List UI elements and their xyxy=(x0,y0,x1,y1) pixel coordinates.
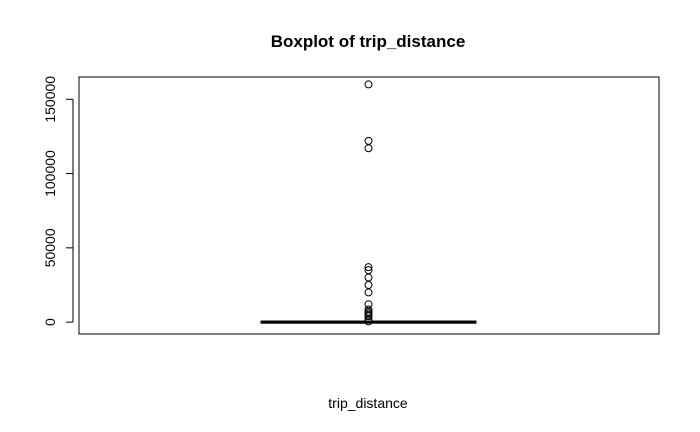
plot-frame xyxy=(78,76,660,335)
outlier-point xyxy=(364,280,373,289)
outlier-point xyxy=(364,263,373,272)
outlier-point xyxy=(364,317,373,326)
outlier-point xyxy=(364,273,373,282)
y-tick-label: 50000 xyxy=(42,228,58,267)
outlier-point xyxy=(364,315,373,324)
outlier-point xyxy=(364,144,373,153)
outlier-point xyxy=(364,312,373,321)
outlier-point xyxy=(364,80,373,89)
y-axis: 0 50000 100000 150000 xyxy=(42,76,74,326)
chart-title: Boxplot of trip_distance xyxy=(271,32,466,51)
y-tick-label: 0 xyxy=(42,318,58,326)
outlier-point xyxy=(364,136,373,145)
outlier-point xyxy=(364,288,373,297)
y-tick-label: 100000 xyxy=(42,150,58,197)
outlier-group xyxy=(364,80,373,326)
y-tick-label: 150000 xyxy=(42,76,58,123)
x-axis-label: trip_distance xyxy=(328,395,408,411)
